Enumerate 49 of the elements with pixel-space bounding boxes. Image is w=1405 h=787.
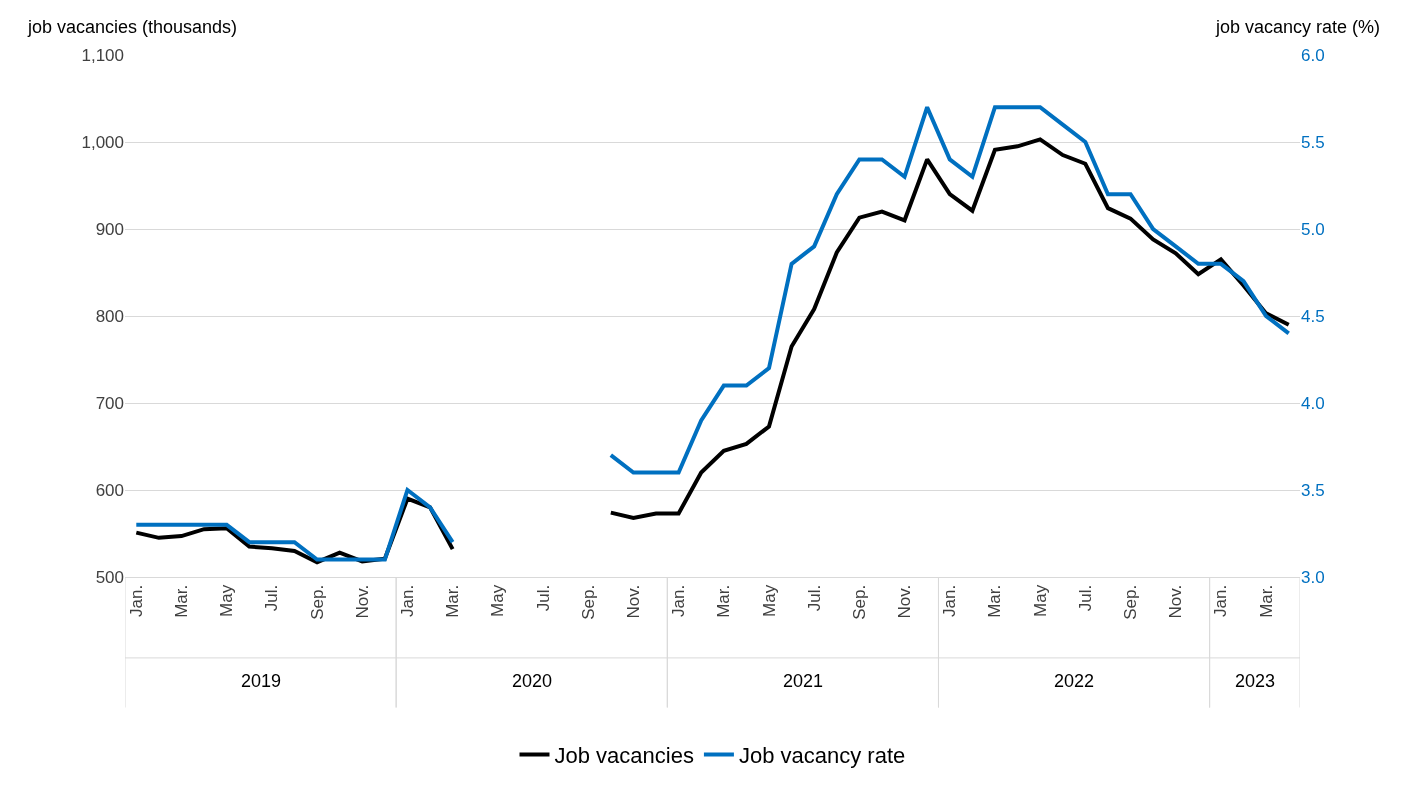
x-tick-label: Mar. bbox=[1256, 584, 1276, 618]
x-tick-label: Jul. bbox=[533, 584, 553, 612]
text: 2019 bbox=[241, 671, 282, 691]
x-tick-label: Jan. bbox=[126, 584, 146, 617]
y-tick-label: 500 bbox=[95, 567, 124, 587]
x-tick-label: May bbox=[1030, 584, 1050, 617]
text: 2022 bbox=[1054, 671, 1095, 691]
text: 2020 bbox=[512, 671, 553, 691]
x-tick-label: Sep. bbox=[578, 584, 598, 620]
x-tick-label: Sep. bbox=[849, 584, 869, 620]
x-tick-label: Jan. bbox=[940, 584, 960, 617]
x-tick-label: Nov. bbox=[1166, 584, 1186, 619]
x-tick-label: Jul. bbox=[1075, 584, 1095, 612]
y2-tick-label: 3.5 bbox=[1301, 480, 1325, 500]
y-tick-label: 1,000 bbox=[81, 132, 124, 152]
legend-label: Job vacancies bbox=[554, 742, 694, 768]
x-tick-label: May bbox=[759, 584, 779, 617]
y-tick-label: 800 bbox=[95, 306, 124, 326]
x-tick-label: Jan. bbox=[1211, 584, 1231, 617]
x-tick-label: Jan. bbox=[397, 584, 417, 617]
x-tick-label: Mar. bbox=[172, 584, 192, 618]
x-tick-label: Jul. bbox=[804, 584, 824, 612]
x-tick-label: Mar. bbox=[714, 584, 734, 618]
y-tick-label: 700 bbox=[95, 393, 124, 413]
x-tick-label: Sep. bbox=[1121, 584, 1141, 620]
x-tick-label: Jul. bbox=[262, 584, 282, 612]
text: 2021 bbox=[783, 671, 824, 691]
x-tick-label: Nov. bbox=[895, 584, 915, 619]
y2-tick-label: 6.0 bbox=[1301, 45, 1325, 65]
y2-tick-label: 5.5 bbox=[1301, 132, 1325, 152]
x-tick-label: May bbox=[217, 584, 237, 617]
text: 2023 bbox=[1235, 671, 1276, 691]
x-tick-label: May bbox=[488, 584, 508, 617]
x-tick-label: Nov. bbox=[623, 584, 643, 619]
y2-axis-title: job vacancy rate (%) bbox=[1215, 17, 1381, 37]
y2-tick-label: 4.5 bbox=[1301, 306, 1325, 326]
x-tick-label: Mar. bbox=[443, 584, 463, 618]
legend-label: Job vacancy rate bbox=[738, 742, 906, 768]
x-tick-label: Nov. bbox=[352, 584, 372, 619]
y-tick-label: 600 bbox=[95, 480, 124, 500]
y2-tick-label: 5.0 bbox=[1301, 219, 1325, 239]
x-tick-label: Mar. bbox=[985, 584, 1005, 618]
y-axis-title: job vacancies (thousands) bbox=[27, 17, 238, 37]
x-tick-label: Sep. bbox=[307, 584, 327, 620]
y2-tick-label: 4.0 bbox=[1301, 393, 1325, 413]
y-tick-label: 1,100 bbox=[81, 45, 124, 65]
y-tick-label: 900 bbox=[95, 219, 124, 239]
x-tick-label: Jan. bbox=[669, 584, 689, 617]
y2-tick-label: 3.0 bbox=[1301, 567, 1325, 587]
